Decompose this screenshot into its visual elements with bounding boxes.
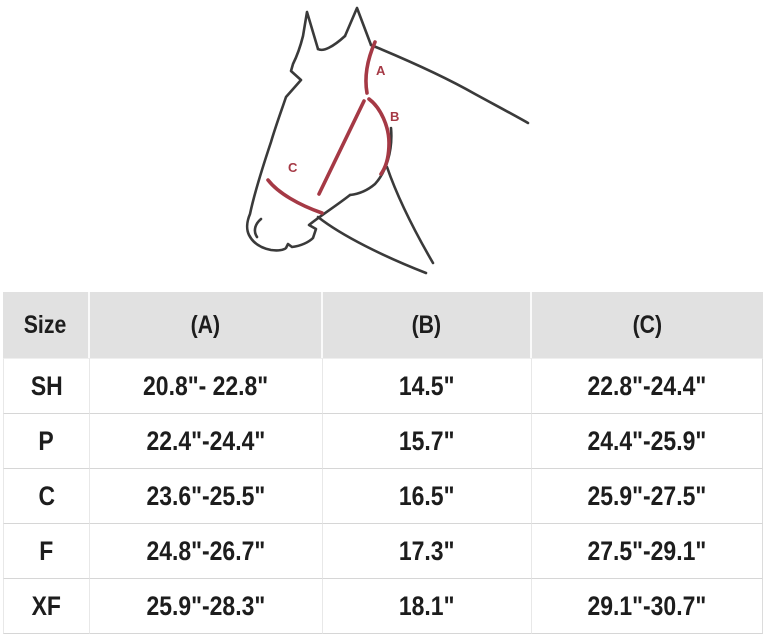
size-value: C <box>38 480 55 511</box>
cell-measurement-c: 29.1"-30.7" <box>532 579 763 634</box>
strap-label-a: A <box>376 63 386 78</box>
column-header-size-label: Size <box>24 310 67 339</box>
strap-label-c: C <box>288 160 298 175</box>
size-value: XF <box>31 590 62 621</box>
cell-size: F <box>3 524 90 579</box>
measurement-b-value: 14.5" <box>399 370 455 401</box>
cell-size: XF <box>3 579 90 634</box>
cell-size: SH <box>3 358 90 414</box>
table-row-xf: XF 25.9"-28.3" 18.1" 29.1"-30.7" <box>3 579 763 634</box>
table-row-sh: SH 20.8"- 22.8" 14.5" 22.8"-24.4" <box>3 358 763 414</box>
measurement-a-value: 23.6"-25.5" <box>146 480 266 511</box>
measurement-c-value: 29.1"-30.7" <box>587 590 707 621</box>
horse-throat-line <box>316 215 428 275</box>
strap-label-b: B <box>390 109 399 124</box>
halter-cheek-strap-b <box>367 97 391 176</box>
column-header-size: Size <box>3 292 90 358</box>
measurement-a-value: 20.8"- 22.8" <box>143 370 269 401</box>
horse-head-diagram: A B C <box>245 6 530 275</box>
measurement-a-value: 25.9"-28.3" <box>146 590 266 621</box>
cell-measurement-a: 20.8"- 22.8" <box>90 358 323 414</box>
size-chart-table: Size (A) (B) (C) SH 20.8"- 22.8" 14.5" 2… <box>3 292 763 634</box>
measurement-b-value: 16.5" <box>399 480 455 511</box>
measurement-c-value: 22.8"-24.4" <box>587 370 707 401</box>
cell-measurement-a: 22.4"-24.4" <box>90 414 323 469</box>
cell-measurement-a: 23.6"-25.5" <box>90 469 323 524</box>
halter-diagonal-strap <box>317 99 366 196</box>
measurement-a-value: 24.8"-26.7" <box>146 535 266 566</box>
cell-measurement-b: 17.3" <box>323 524 532 579</box>
table-row-c: C 23.6"-25.5" 16.5" 25.9"-27.5" <box>3 469 763 524</box>
cell-measurement-c: 27.5"-29.1" <box>532 524 763 579</box>
cell-measurement-b: 15.7" <box>323 414 532 469</box>
horse-nostril <box>253 217 263 239</box>
column-header-b-label: (B) <box>411 310 442 339</box>
cell-size: P <box>3 414 90 469</box>
size-value: SH <box>30 370 63 401</box>
horse-neck-top-line <box>369 43 530 125</box>
halter-noseband-strap-c <box>266 178 324 215</box>
cell-measurement-a: 24.8"-26.7" <box>90 524 323 579</box>
column-header-c: (C) <box>532 292 763 358</box>
cell-size: C <box>3 469 90 524</box>
cell-measurement-b: 16.5" <box>323 469 532 524</box>
cell-measurement-c: 24.4"-25.9" <box>532 414 763 469</box>
measurement-c-value: 27.5"-29.1" <box>587 535 707 566</box>
table-row-f: F 24.8"-26.7" 17.3" 27.5"-29.1" <box>3 524 763 579</box>
horse-neck-front-line <box>385 165 435 265</box>
table-row-p: P 22.4"-24.4" 15.7" 24.4"-25.9" <box>3 414 763 469</box>
halter-straps <box>266 40 391 215</box>
cell-measurement-b: 14.5" <box>323 358 532 414</box>
column-header-a: (A) <box>90 292 323 358</box>
column-header-c-label: (C) <box>632 310 663 339</box>
cell-measurement-a: 25.9"-28.3" <box>90 579 323 634</box>
halter-crown-strap-a <box>364 40 377 95</box>
horse-poll-line <box>316 34 347 52</box>
horse-face-outline <box>245 10 352 252</box>
cell-measurement-b: 18.1" <box>323 579 532 634</box>
measurement-b-value: 18.1" <box>399 590 455 621</box>
size-value: F <box>39 535 54 566</box>
size-value: P <box>38 425 55 456</box>
horse-right-ear <box>343 6 373 47</box>
horse-halter-figure: A B C <box>240 0 540 285</box>
column-header-b: (B) <box>323 292 532 358</box>
measurement-b-value: 15.7" <box>399 425 455 456</box>
measurement-c-value: 25.9"-27.5" <box>587 480 707 511</box>
measurement-c-value: 24.4"-25.9" <box>587 425 707 456</box>
cell-measurement-c: 25.9"-27.5" <box>532 469 763 524</box>
measurement-b-value: 17.3" <box>399 535 455 566</box>
horse-outline <box>245 6 530 275</box>
measurement-a-value: 22.4"-24.4" <box>146 425 266 456</box>
cell-measurement-c: 22.8"-24.4" <box>532 358 763 414</box>
column-header-a-label: (A) <box>190 310 221 339</box>
header-row: Size (A) (B) (C) <box>3 292 763 358</box>
